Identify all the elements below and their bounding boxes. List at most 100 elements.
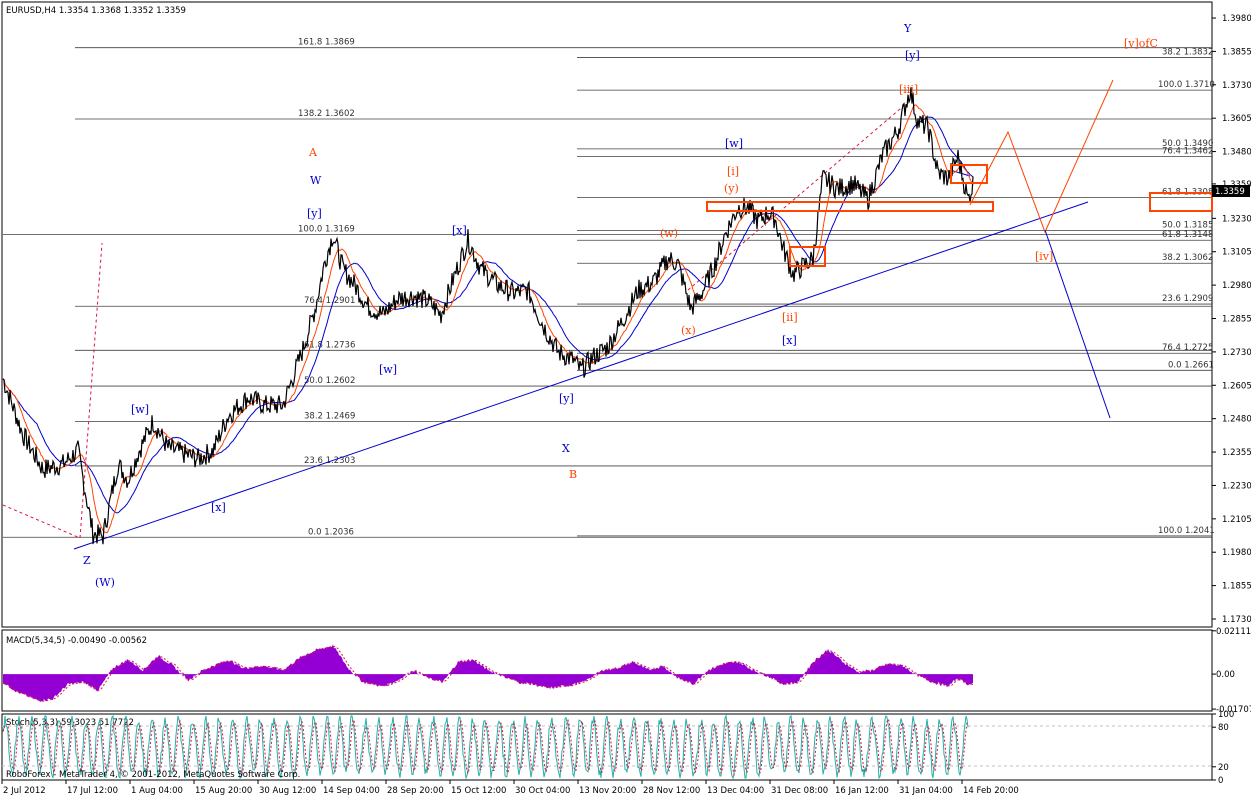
wave-label: [ii] <box>782 311 798 324</box>
fib-level-label: 50.0 1.3490 <box>1162 139 1213 149</box>
wave-label: W <box>310 174 322 187</box>
fib-level-label: 23.6 1.2303 <box>304 456 355 466</box>
fib-level-label: 100.0 1.2041 <box>1158 526 1215 536</box>
macd-header: MACD(5,34,5) -0.00490 -0.00562 <box>6 636 147 646</box>
time-tick-label: 14 Feb 20:00 <box>963 786 1019 796</box>
price-tick-label: 1.2230 <box>1222 481 1251 491</box>
fib-level-label: 76.4 1.2901 <box>304 296 355 306</box>
wave-label: [iv] <box>1035 250 1053 263</box>
time-tick-label: 30 Aug 12:00 <box>259 786 316 796</box>
fib-level-label: 50.0 1.3185 <box>1162 220 1213 230</box>
wave-label: A <box>308 146 318 159</box>
price-series <box>2 87 974 545</box>
target-box <box>950 164 988 184</box>
time-tick-label: 17 Jul 12:00 <box>67 786 118 796</box>
fib-level-label: 138.2 1.3602 <box>298 109 355 119</box>
wave-label: [y] <box>307 207 322 220</box>
price-tick-label: 1.1980 <box>1222 548 1251 558</box>
wave-label: (w) <box>660 227 678 240</box>
price-tick-label: 1.2980 <box>1222 281 1251 291</box>
price-tick-label: 1.1730 <box>1222 615 1251 625</box>
wave-label: X <box>562 442 570 455</box>
time-tick-label: 16 Jan 12:00 <box>835 786 889 796</box>
time-tick-label: 31 Jan 04:00 <box>899 786 953 796</box>
wave-label: (x) <box>681 324 696 337</box>
macd-tick-label: 0.02111 <box>1216 627 1251 637</box>
wave-label: Y <box>903 22 912 35</box>
macd-tick-label: 0.00 <box>1216 670 1235 680</box>
wave-label: [y] <box>559 392 574 405</box>
fib-level-label: 61.8 1.3148 <box>1162 230 1213 240</box>
fib-level-label: 61.8 1.2736 <box>304 340 355 350</box>
wave-label: [i] <box>727 165 739 178</box>
time-tick-label: 13 Nov 20:00 <box>579 786 636 796</box>
price-tick-label: 1.3480 <box>1222 148 1251 158</box>
time-tick-label: 28 Sep 20:00 <box>387 786 444 796</box>
resistance-box <box>706 201 994 212</box>
price-tick-label: 1.2605 <box>1222 381 1251 391</box>
time-tick-label: 30 Oct 04:00 <box>515 786 570 796</box>
fib-level-label: 38.2 1.2469 <box>304 412 355 422</box>
level-box <box>1149 192 1213 212</box>
time-tick-label: 2 Jul 2012 <box>3 786 46 796</box>
price-tick-label: 1.2355 <box>1222 448 1251 458</box>
time-tick-label: 14 Sep 04:00 <box>323 786 380 796</box>
fib-level-label: 0.0 1.2661 <box>1168 360 1214 370</box>
stoch-tick-label: 80 <box>1218 723 1229 733</box>
fib-level-label: 50.0 1.2602 <box>304 376 355 386</box>
fib-level-label: 38.2 1.3062 <box>1162 253 1213 263</box>
wave-label: (W) <box>95 576 115 589</box>
wave-label: [w] <box>379 363 397 376</box>
fib-level-label: 0.0 1.2036 <box>308 527 354 537</box>
price-tick-label: 1.3605 <box>1222 114 1251 124</box>
price-tick-label: 1.2730 <box>1222 348 1251 358</box>
price-tick-label: 1.3230 <box>1222 214 1251 224</box>
price-tick-label: 1.2480 <box>1222 415 1251 425</box>
wave-label: [w] <box>131 403 149 416</box>
main-price-panel: 161.8 1.3869 38.2 1.3832 100.0 1.3710 138.2… <box>1 1 1250 628</box>
footer-copyright: RoboForex - MetaTrader 4, © 2001-2012, M… <box>6 770 300 780</box>
wave-label: [x] <box>452 224 467 237</box>
stochastic-panel: Stoch(5,3,3) 59.3023 51.7722 RoboForex -… <box>1 713 1213 781</box>
stoch-header: Stoch(5,3,3) 59.3023 51.7722 <box>6 718 134 728</box>
price-tick-label: 1.3730 <box>1222 81 1251 91</box>
current-price-tag: 1.3359 <box>1215 187 1245 197</box>
time-tick-label: 13 Dec 04:00 <box>707 786 764 796</box>
time-tick-label: 28 Nov 12:00 <box>643 786 700 796</box>
price-tick-label: 1.2855 <box>1222 315 1251 325</box>
price-tick-label: 1.1855 <box>1222 582 1251 592</box>
wave-label: [w] <box>725 137 743 150</box>
wave-label: [x] <box>211 501 226 514</box>
stoch-axis: 100 80 20 0 <box>1212 710 1234 786</box>
wave-label: [y] <box>905 49 920 62</box>
fib-level-label: 23.6 1.2909 <box>1162 294 1213 304</box>
macd-panel: MACD(5,34,5) -0.00490 -0.00562 <box>1 629 1213 712</box>
time-tick-label: 1 Aug 04:00 <box>131 786 183 796</box>
stoch-tick-label: 20 <box>1218 763 1229 773</box>
price-tick-label: 1.3359 <box>1222 180 1251 190</box>
fib-level-label: 100.0 1.3710 <box>1158 80 1215 90</box>
wave-label: (y) <box>724 182 739 195</box>
time-axis: 2 Jul 2012 17 Jul 12:00 1 Aug 04:00 15 Aug … <box>1 780 1019 796</box>
fib-level-label: 38.2 1.3832 <box>1162 48 1213 58</box>
fib-level-label: 161.8 1.3869 <box>298 38 355 48</box>
fib-level-label: 76.4 1.3462 <box>1162 146 1213 156</box>
fib-level-label: 76.4 1.2725 <box>1162 343 1213 353</box>
fib-level-label: 100.0 1.3169 <box>298 225 355 235</box>
price-tick-label: 1.3855 <box>1222 47 1251 57</box>
elliott-wave-labels: Y [y] [v]ofC [iii] A W [y] [x] [w] [i] (y) (w) (x) [i… <box>83 22 1158 589</box>
wave-label: [iii] <box>899 83 918 96</box>
wave-label: [v]ofC <box>1124 37 1158 50</box>
red-moving-average <box>2 104 974 534</box>
stoch-tick-label: 100 <box>1218 710 1234 720</box>
time-tick-label: 15 Oct 12:00 <box>451 786 506 796</box>
macd-signal-line <box>2 645 974 702</box>
price-tick-label: 1.3105 <box>1222 248 1251 258</box>
macd-tick-label: -0.01707 <box>1216 705 1251 715</box>
stoch-tick-label: 0 <box>1218 776 1223 786</box>
wave-label: Z <box>83 554 91 567</box>
macd-histogram <box>3 644 973 702</box>
wave-label: B <box>569 468 577 481</box>
macd-axis: 0.02111 0.00 -0.01707 <box>1212 627 1251 715</box>
